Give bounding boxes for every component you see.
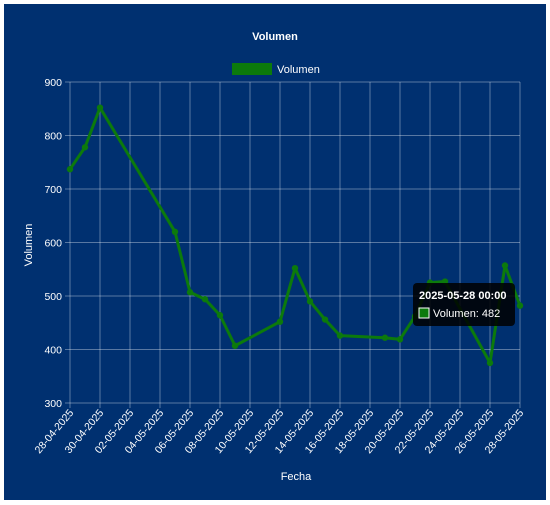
data-point[interactable]	[336, 332, 344, 339]
data-point[interactable]	[306, 298, 314, 305]
y-tick-label: 400	[44, 345, 62, 357]
chart-title: Volumen	[252, 31, 298, 43]
tooltip-swatch	[418, 307, 430, 319]
legend-label: Volumen	[277, 64, 320, 76]
x-axis-title: Fecha	[281, 471, 312, 483]
tooltip: 2025-05-28 00:00 Volumen: 482	[413, 283, 515, 326]
tooltip-box	[413, 283, 515, 326]
data-point[interactable]	[216, 312, 224, 319]
x-axis-ticks: 28-04-202530-04-202502-05-202504-05-2025…	[33, 407, 527, 456]
y-tick-label: 600	[44, 238, 62, 250]
y-tick-label: 700	[44, 184, 62, 196]
data-point[interactable]	[381, 334, 389, 341]
data-point[interactable]	[96, 104, 104, 111]
y-axis-ticks: 300 400 500 600 700 800 900	[44, 77, 62, 410]
y-tick-label: 900	[44, 77, 62, 89]
data-point[interactable]	[201, 296, 209, 303]
chart-panel: Volumen Volumen 300 400 500 600 700 800 900 28…	[4, 4, 546, 500]
legend-swatch	[232, 63, 272, 75]
y-axis-title: Volumen	[23, 224, 35, 267]
data-point[interactable]	[321, 316, 329, 323]
data-point[interactable]	[186, 289, 194, 296]
data-point[interactable]	[231, 342, 239, 349]
tooltip-title: 2025-05-28 00:00	[419, 290, 506, 302]
series-volumen	[66, 104, 524, 367]
data-point[interactable]	[66, 166, 74, 173]
data-point[interactable]	[276, 318, 284, 325]
data-point[interactable]	[516, 302, 524, 309]
grid	[65, 81, 521, 408]
line-chart: Volumen Volumen 300 400 500 600 700 800 900 28…	[23, 31, 527, 483]
tooltip-label: Volumen: 482	[433, 308, 500, 320]
legend[interactable]: Volumen	[232, 63, 320, 76]
y-tick-label: 500	[44, 291, 62, 303]
data-point[interactable]	[81, 144, 89, 151]
y-tick-label: 300	[44, 398, 62, 410]
data-point[interactable]	[396, 336, 404, 343]
data-point[interactable]	[171, 228, 179, 235]
data-point[interactable]	[291, 264, 299, 272]
data-point[interactable]	[486, 359, 494, 367]
data-point[interactable]	[501, 262, 509, 269]
y-tick-label: 800	[44, 131, 62, 143]
